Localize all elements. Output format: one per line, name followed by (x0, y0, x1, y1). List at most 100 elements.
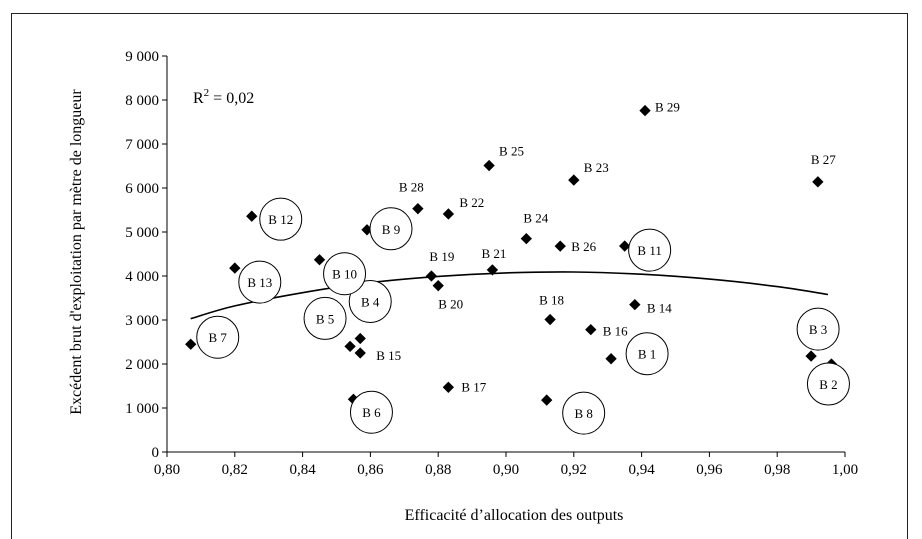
label-circle (562, 391, 606, 435)
point-label: B 27 (811, 152, 836, 167)
point-label: B 29 (655, 100, 680, 115)
x-tick-label: 0,88 (425, 462, 451, 478)
r-squared-annotation: R2 = 0,02 (193, 87, 254, 107)
point-marker (554, 240, 566, 252)
point-b29: B 29 (639, 100, 680, 117)
x-tick-label: 0,92 (561, 462, 587, 478)
point-label: B 25 (499, 144, 524, 159)
point-marker (486, 264, 499, 276)
y-tick-label: 7 000 (125, 137, 159, 153)
y-tick-label: 8 000 (125, 93, 159, 109)
point-label: B 21 (481, 246, 506, 261)
point-marker (246, 210, 258, 222)
x-tick-label: 0,94 (628, 462, 655, 478)
point-marker (432, 280, 444, 292)
point-b25: B 25 (483, 144, 524, 172)
point-marker (639, 104, 651, 117)
point-b1: B 1 (605, 332, 669, 376)
point-marker (568, 174, 580, 186)
label-circle (628, 228, 672, 272)
point-b3: B 3 (796, 307, 840, 362)
y-tick-label: 9 000 (125, 49, 159, 65)
point-b10: B 10 (313, 252, 367, 296)
point-b26: B 26 (554, 239, 597, 254)
point-label: B 14 (647, 301, 672, 316)
point-label: B 5 (316, 311, 334, 326)
point-marker (629, 298, 641, 311)
point-b9: B 9 (361, 207, 413, 251)
point-marker (812, 176, 824, 188)
point-b24: B 24 (520, 211, 549, 245)
point-marker (605, 353, 617, 365)
point-b5: B 5 (303, 296, 356, 353)
point-b11: B 11 (619, 228, 672, 272)
label-circle (238, 260, 282, 304)
point-marker (344, 340, 356, 353)
point-marker (483, 159, 495, 172)
point-marker (354, 347, 366, 359)
point-label: B 2 (819, 377, 837, 392)
x-tick-label: 0,98 (764, 462, 790, 478)
point-label: B 16 (603, 324, 628, 339)
x-tick-label: 0,96 (696, 462, 723, 478)
point-b22: B 22 (442, 195, 484, 220)
label-circle (369, 207, 413, 251)
y-tick-label: 5 000 (125, 225, 159, 241)
y-tick-label: 4 000 (125, 269, 159, 285)
label-circle (196, 315, 240, 359)
point-b19: B 19 (425, 249, 454, 282)
point-b13: B 13 (229, 260, 282, 304)
point-b27: B 27 (811, 152, 836, 188)
point-b20: B 20 (432, 280, 463, 312)
point-marker (585, 323, 597, 336)
y-axis-ticks: 0 1 000 2 000 3 000 4 000 5 000 6 000 7 000 8 00… (125, 49, 167, 461)
label-circle (323, 252, 367, 296)
point-marker (541, 394, 553, 406)
point-marker (544, 313, 556, 326)
x-tick-label: 0,82 (222, 462, 248, 478)
x-tick-label: 0,90 (493, 462, 519, 478)
point-label: B 3 (809, 322, 827, 337)
point-marker (442, 381, 455, 393)
point-marker (412, 203, 424, 215)
point-label: B 12 (268, 212, 293, 227)
x-tick-label: 0,84 (289, 462, 316, 478)
point-marker (805, 350, 817, 362)
point-b2: B 2 (806, 358, 850, 406)
x-tick-label: 0,80 (154, 462, 180, 478)
point-marker (185, 338, 197, 350)
point-marker (442, 208, 455, 220)
point-label: B 18 (539, 293, 564, 308)
point-marker (313, 254, 326, 266)
data-points: B 1 B 2 B 3 B 4 B 5 B 6 B 7 B 8 B 9 B 10 B 11 B 12 B… (185, 100, 850, 435)
point-marker (425, 270, 438, 282)
point-b8: B 8 (541, 391, 606, 435)
trendline (190, 271, 829, 320)
point-label: B 9 (382, 222, 400, 237)
x-tick-label: 1,00 (832, 462, 858, 478)
point-label: B 17 (461, 379, 486, 394)
label-circle (796, 307, 840, 351)
point-label: B 24 (523, 211, 548, 226)
point-marker (520, 232, 532, 245)
y-tick-label: 1 000 (125, 401, 159, 417)
point-label: B 11 (637, 243, 661, 258)
point-b7: B 7 (185, 315, 240, 359)
x-tick-label: 0,86 (357, 462, 384, 478)
label-circle (303, 296, 347, 340)
point-label: B 1 (638, 347, 656, 362)
point-b23: B 23 (568, 160, 609, 186)
point-label: B 13 (247, 275, 272, 290)
y-axis-title: Excédent brut d'exploitation par mètre d… (68, 89, 85, 415)
point-b28: B 28 (399, 180, 424, 215)
point-label: B 19 (429, 249, 454, 264)
point-marker (354, 332, 366, 345)
label-circle (348, 279, 392, 323)
x-axis-title: Efficacité d’allocation des outputs (405, 507, 624, 524)
y-tick-label: 6 000 (125, 181, 159, 197)
point-b16: B 16 (585, 324, 628, 339)
point-label: B 28 (399, 180, 424, 195)
point-b14: B 14 (629, 298, 672, 316)
x-axis-ticks: 0,80 0,82 0,84 0,86 0,88 0,90 0,92 0,94 0,96 0,98… (154, 452, 858, 478)
